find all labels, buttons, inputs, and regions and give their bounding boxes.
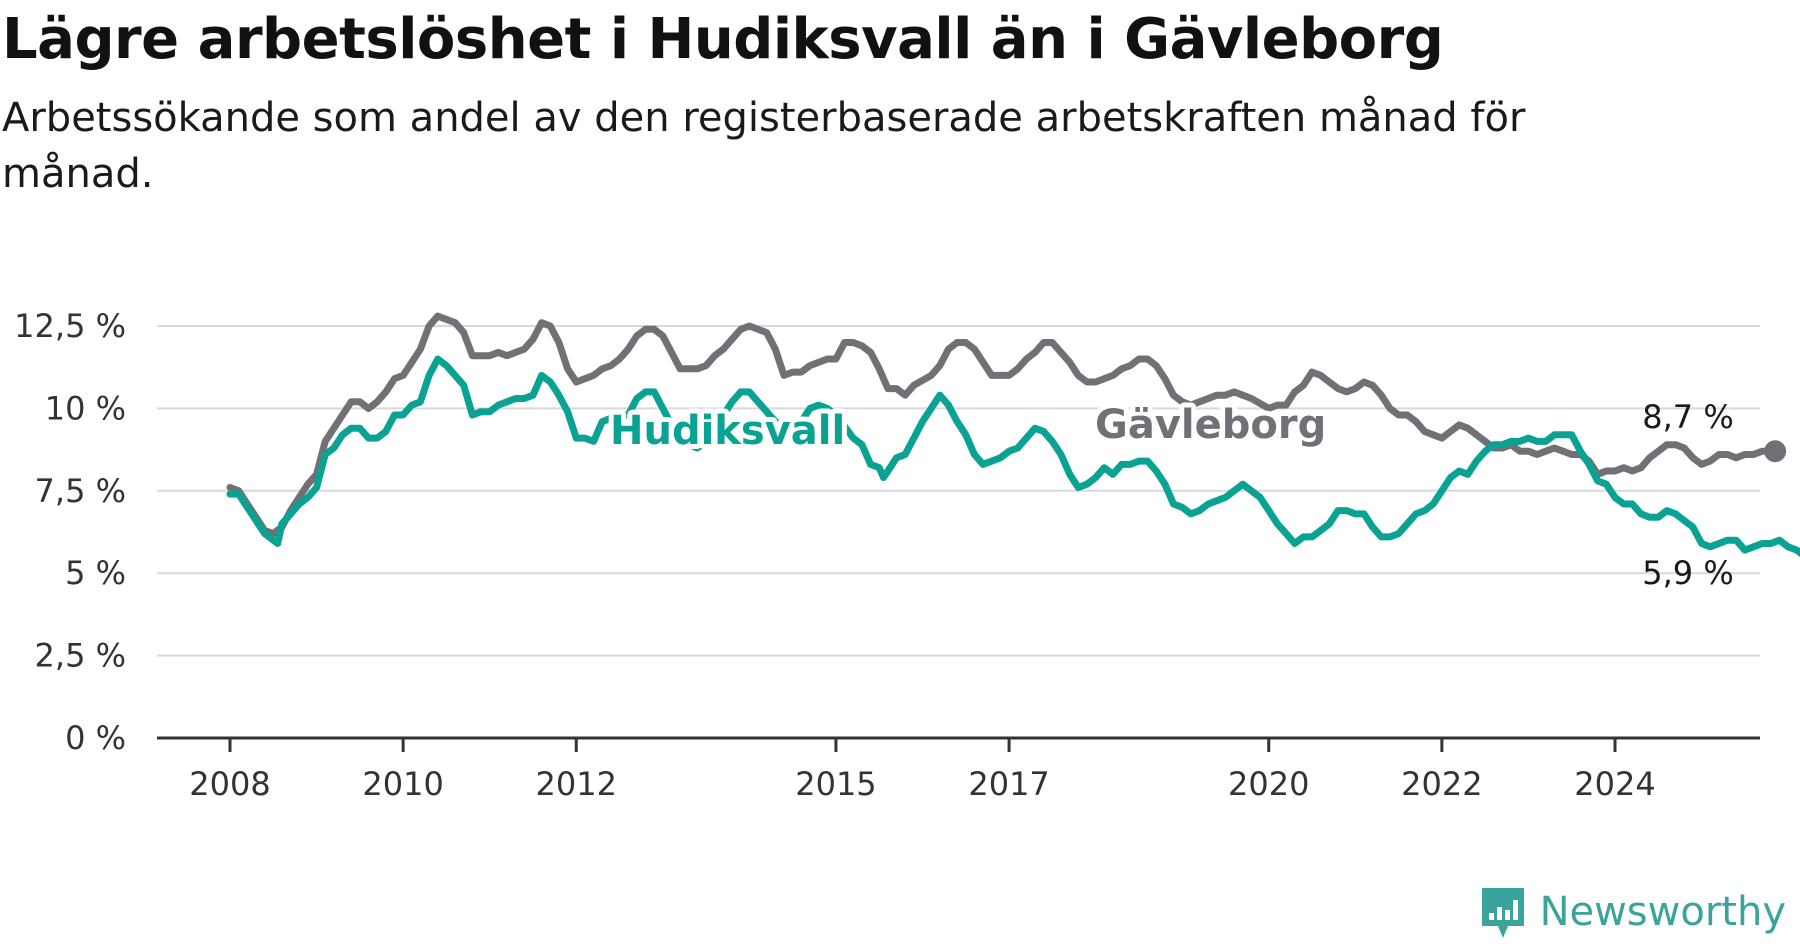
series-lines — [226, 312, 1800, 557]
x-tick-label: 2008 — [189, 765, 270, 803]
y-tick-label: 12,5 % — [14, 307, 126, 345]
y-tick-label: 7,5 % — [35, 472, 126, 510]
end-value-label-hudiksvall: 5,9 % — [1642, 554, 1733, 592]
y-axis: 0 % 2,5 % 5 % 7,5 % 10 % 12,5 % — [14, 307, 126, 757]
chart-title: Lägre arbetslöshet i Hudiksvall än i Gäv… — [2, 7, 1444, 72]
y-tick-label: 0 % — [65, 719, 126, 757]
x-tick-label: 2017 — [968, 765, 1049, 803]
x-tick-label: 2024 — [1574, 765, 1655, 803]
newsworthy-logo: Newsworthy — [1478, 882, 1786, 942]
y-tick-label: 5 % — [65, 554, 126, 592]
x-tick-label: 2012 — [536, 765, 617, 803]
y-tick-label: 10 % — [45, 389, 126, 427]
newsworthy-chart-icon — [1481, 888, 1524, 938]
series-label-hudiksvall: Hudiksvall — [610, 408, 845, 454]
series-labels: Gävleborg 8,7 % Hudiksvall 5,9 % — [605, 397, 1734, 592]
series-line-gävleborg — [226, 312, 1779, 538]
gridlines — [157, 325, 1760, 657]
x-tick-label: 2015 — [795, 765, 876, 803]
end-point-gävleborg — [1764, 440, 1787, 463]
series-label-gävleborg: Gävleborg — [1095, 402, 1326, 448]
chart-subtitle: Arbetssökande som andel av den registerb… — [2, 95, 1526, 197]
x-tick-label: 2020 — [1228, 765, 1309, 803]
x-tick-label: 2022 — [1401, 765, 1482, 803]
x-axis: 2008 2010 2012 2015 2017 2020 2022 2024 — [157, 736, 1760, 803]
newsworthy-brand-name: Newsworthy — [1539, 889, 1786, 935]
x-tick-label: 2010 — [362, 765, 443, 803]
y-tick-label: 2,5 % — [35, 637, 126, 675]
series-line-hudiksvall — [226, 355, 1800, 557]
end-value-label-gävleborg: 8,7 % — [1642, 398, 1733, 436]
